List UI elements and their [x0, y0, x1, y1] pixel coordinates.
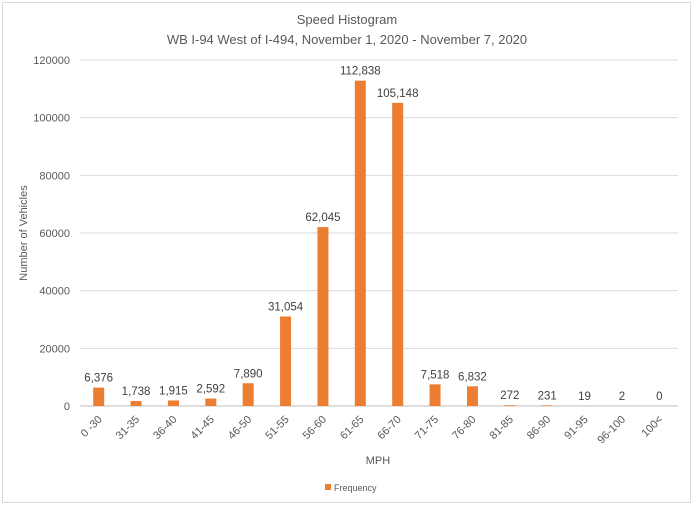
x-tick-label: 56-60: [301, 414, 329, 442]
x-tick-label: 71-75: [413, 414, 441, 442]
x-tick-label: 61-65: [338, 414, 366, 442]
y-axis-ticks: 0 20000 40000 60000 80000 100000 120000: [33, 55, 70, 413]
bar: [504, 405, 516, 406]
data-label: 19: [578, 391, 591, 403]
x-tick-label: 0 -30: [79, 414, 105, 440]
bar: [466, 386, 478, 406]
bar: [541, 405, 553, 406]
x-tick-label: 46-50: [226, 414, 254, 442]
x-axis-title: MPH: [366, 455, 391, 467]
data-label: 1,915: [159, 385, 188, 397]
data-label: 1,738: [122, 386, 151, 398]
data-label: 2,592: [196, 384, 225, 396]
y-tick-label: 60000: [39, 228, 70, 240]
bar: [429, 384, 441, 406]
bars: [93, 80, 628, 406]
data-labels: 6,376 1,738 1,915 2,592 7,890 31,054 62,045 112…: [84, 66, 662, 403]
x-tick-label: 76-80: [450, 414, 478, 442]
legend: Frequency: [325, 483, 377, 493]
data-label: 31,054: [268, 301, 304, 313]
data-label: 0: [656, 391, 662, 403]
y-axis-title: Number of Vehicles: [18, 185, 30, 281]
x-tick-label: 91-95: [562, 414, 590, 442]
data-label: 231: [538, 390, 557, 402]
bar: [392, 102, 404, 406]
data-label: 2: [619, 391, 625, 403]
x-tick-label: 100<: [639, 414, 665, 440]
x-tick-label: 51-55: [263, 414, 291, 442]
data-label: 112,838: [340, 66, 381, 78]
data-label: 7,890: [234, 368, 263, 380]
x-tick-label: 96-100: [595, 414, 628, 447]
data-label: 6,832: [458, 371, 487, 383]
x-tick-label: 81-85: [488, 414, 516, 442]
x-tick-label: 66-70: [375, 414, 403, 442]
data-label: 7,518: [421, 369, 450, 381]
bar: [205, 398, 217, 406]
data-label: 6,376: [84, 373, 113, 385]
bar: [317, 227, 329, 406]
chart-subtitle: WB I-94 West of I-494, November 1, 2020 …: [167, 32, 527, 47]
bar: [354, 80, 366, 406]
chart-frame: [2, 2, 691, 503]
x-tick-label: 36-40: [151, 414, 179, 442]
bar: [93, 387, 105, 406]
y-tick-label: 100000: [33, 113, 70, 125]
bar: [280, 316, 292, 406]
legend-label: Frequency: [334, 483, 377, 493]
legend-swatch: [325, 484, 331, 490]
chart-title: Speed Histogram: [297, 12, 397, 27]
y-tick-label: 20000: [39, 343, 70, 355]
y-tick-label: 120000: [33, 55, 70, 67]
x-tick-label: 41-45: [189, 414, 217, 442]
y-tick-label: 0: [64, 401, 70, 413]
gridlines: [80, 59, 678, 407]
x-tick-label: 31-35: [114, 414, 142, 442]
y-tick-label: 40000: [39, 286, 70, 298]
data-label: 62,045: [305, 212, 340, 224]
bar: [130, 400, 142, 406]
data-label: 105,148: [377, 88, 419, 100]
bar: [167, 400, 179, 406]
data-label: 272: [500, 390, 519, 402]
x-axis-ticks: 0 -30 31-35 36-40 41-45 46-50 51-55 56-60 61-65…: [79, 414, 666, 447]
x-tick-label: 86-90: [525, 414, 553, 442]
bar: [242, 383, 254, 406]
y-tick-label: 80000: [39, 170, 70, 182]
